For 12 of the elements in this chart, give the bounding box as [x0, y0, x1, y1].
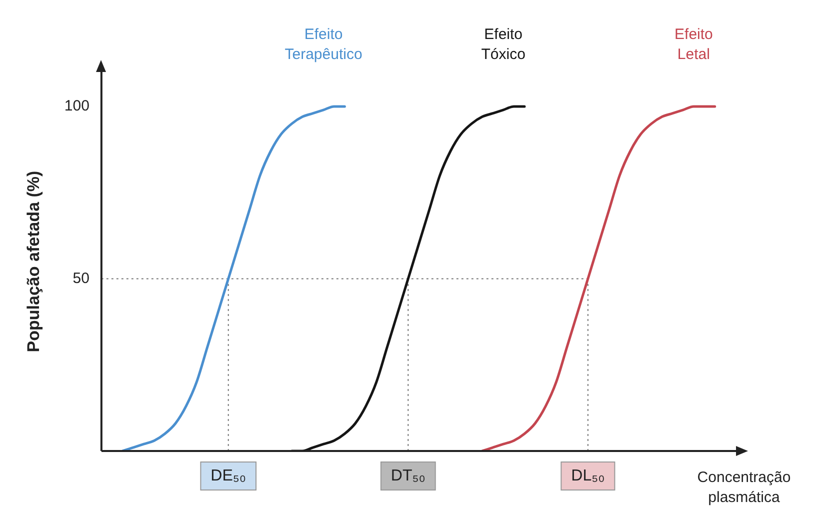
- y-axis-title: População afetada (%): [24, 170, 43, 352]
- x-tick-label: DE₅₀: [210, 467, 246, 484]
- text: Efeito Letal: [674, 26, 713, 63]
- y-tick-label: 100: [64, 98, 90, 115]
- x-axis-title: Concentração plasmática: [697, 469, 791, 506]
- x-tick-label: DL₅₀: [571, 467, 605, 484]
- text: Efeito Terapêutico: [284, 26, 362, 63]
- line-series: [480, 105, 716, 451]
- y-tick-label: 50: [72, 270, 90, 287]
- line-series: [121, 105, 346, 451]
- text: Efeito Tóxico: [481, 26, 526, 63]
- x-tick-label: DT₅₀: [390, 467, 426, 484]
